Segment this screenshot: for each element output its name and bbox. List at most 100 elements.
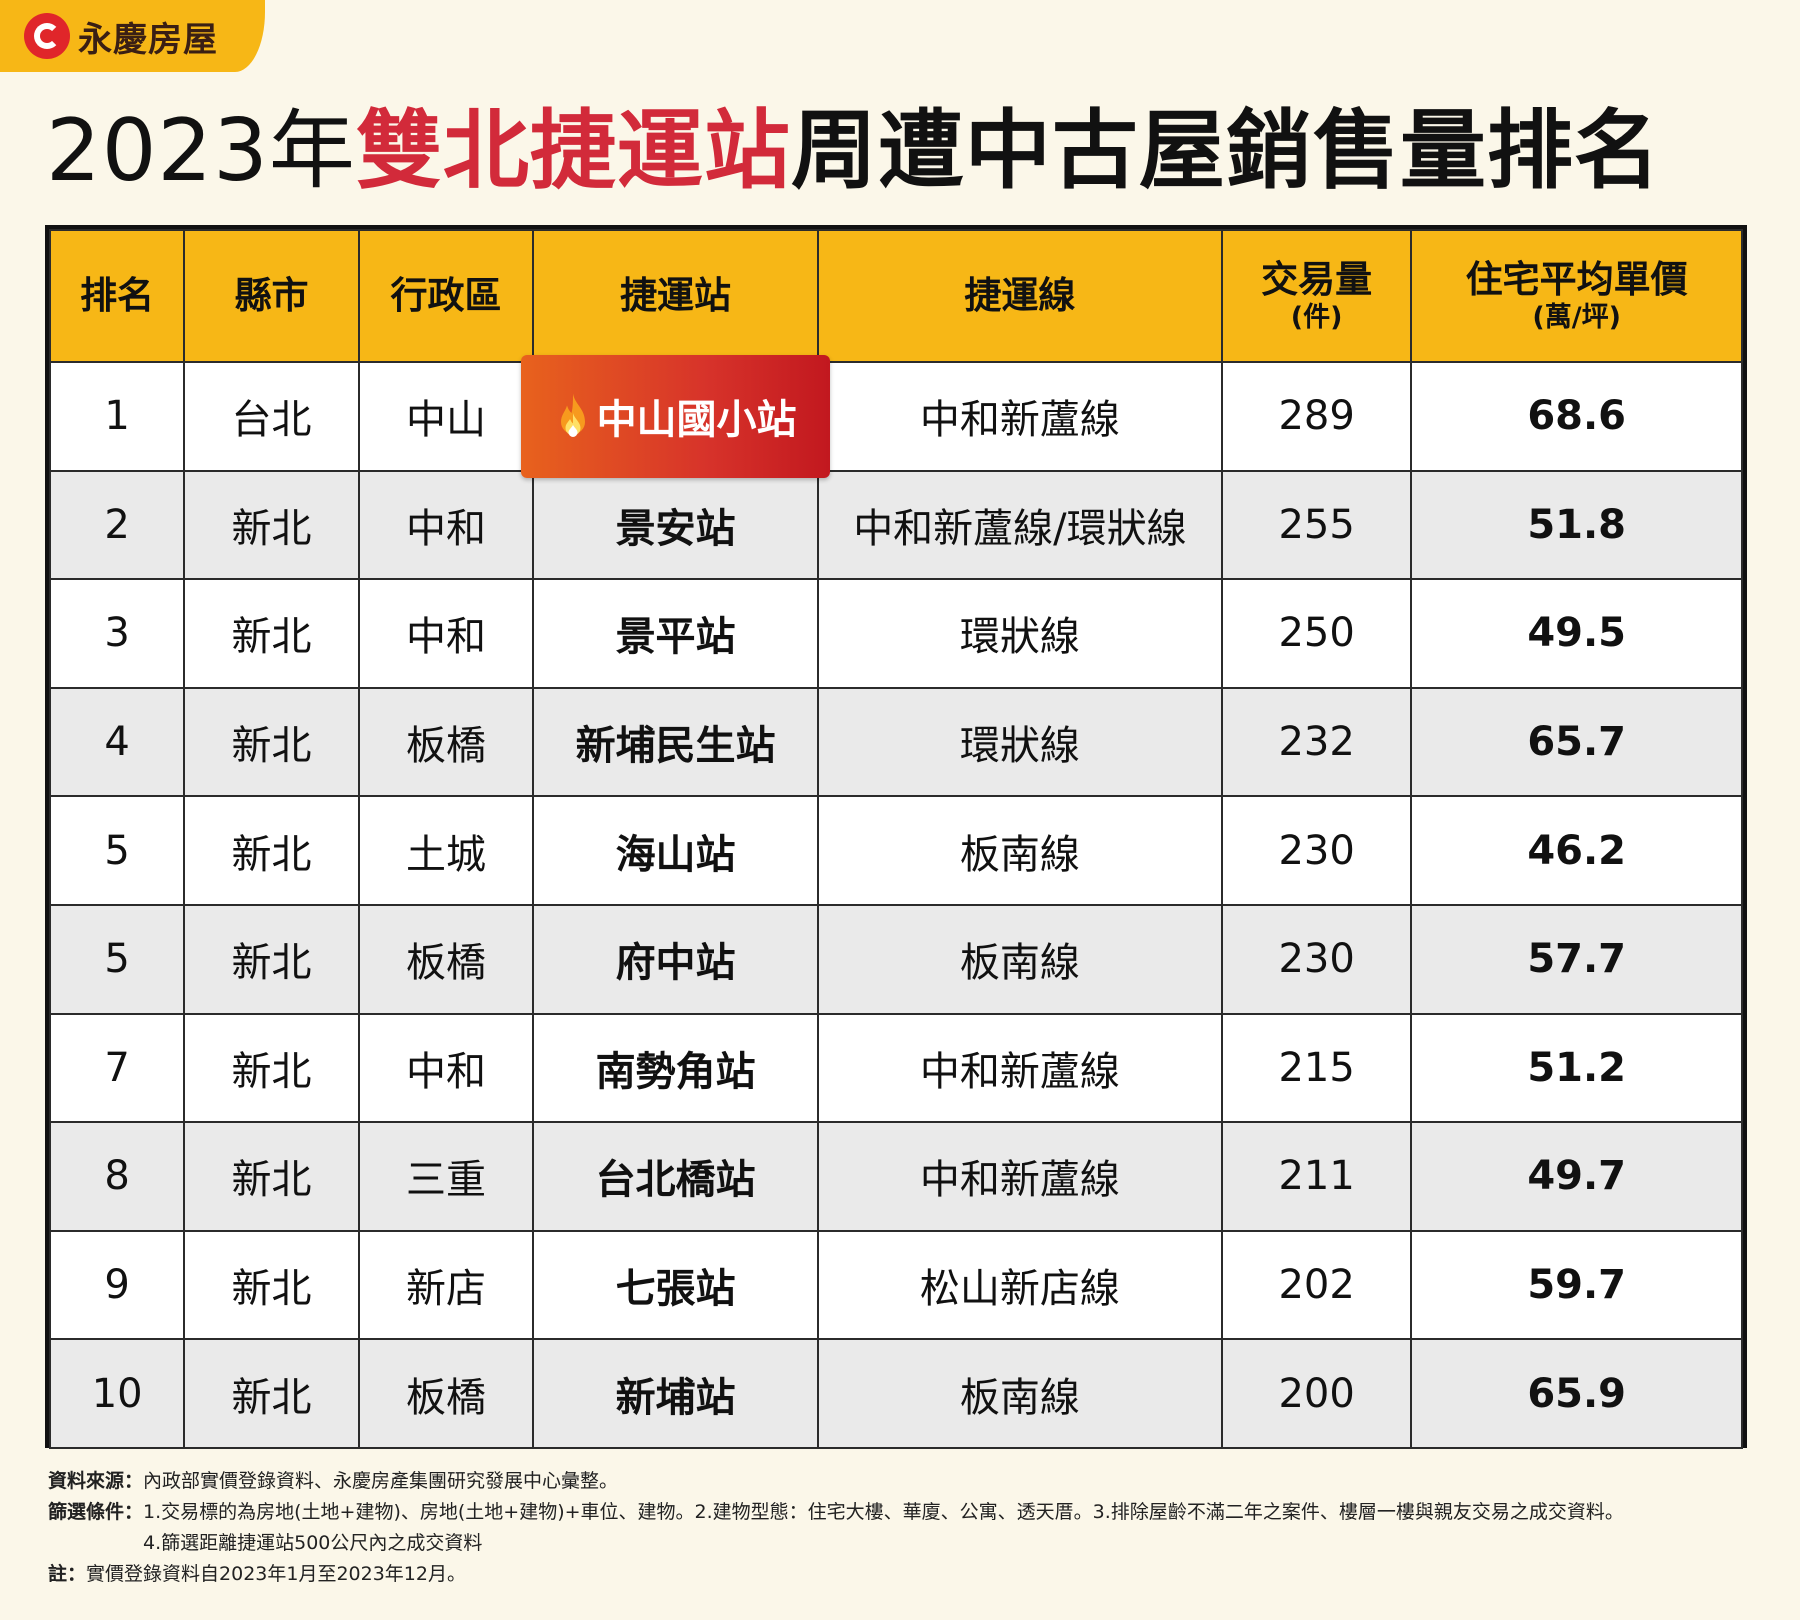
cell-line: 板南線 [816, 903, 1223, 1015]
note-filter-2: 4.篩選距離捷運站500公尺內之成交資料 [48, 1528, 1624, 1559]
cell-line: 板南線 [816, 795, 1223, 906]
cell-rank: 1 [48, 361, 186, 472]
cell-price: 46.2 [1410, 795, 1743, 906]
cell-city: 新北 [183, 686, 360, 798]
cell-line: 環狀線 [816, 578, 1223, 689]
cell-city: 新北 [183, 1012, 360, 1124]
cell-rank: 7 [48, 1012, 186, 1124]
title-highlight: 雙北捷運站 [355, 101, 791, 201]
cell-station: 七張站 [532, 1229, 819, 1341]
note-remark-text: 實價登錄資料自2023年1月至2023年12月。 [86, 1563, 466, 1585]
cell-line: 松山新店線 [816, 1229, 1223, 1341]
note-filter-text-2: 4.篩選距離捷運站500公尺內之成交資料 [143, 1532, 483, 1554]
cell-station: 新埔民生站 [532, 686, 819, 798]
cell-district: 土城 [357, 795, 535, 906]
cell-line: 中和新蘆線 [816, 1012, 1223, 1124]
cell-station: 中山國小站 [521, 355, 830, 478]
header-rank: 排名 [48, 229, 186, 363]
header-volume: 交易量 (件) [1220, 229, 1413, 363]
cell-volume: 232 [1220, 686, 1413, 798]
cell-district: 三重 [357, 1121, 535, 1232]
header-city: 縣市 [183, 229, 360, 363]
page-title: 2023年雙北捷運站周遭中古屋銷售量排名 [46, 96, 1661, 206]
brand-name: 永慶房屋 [78, 19, 218, 60]
cell-district: 新店 [357, 1229, 535, 1341]
cell-rank: 8 [48, 1121, 186, 1232]
table-row: 3 新北 中和 景平站 環狀線 250 49.5 [48, 578, 1743, 689]
brand-logo: 永慶房屋 [0, 0, 265, 72]
cell-price: 49.5 [1410, 578, 1743, 689]
cell-district: 板橋 [357, 903, 535, 1015]
cell-price: 59.7 [1410, 1229, 1743, 1341]
table-row: 5 新北 土城 海山站 板南線 230 46.2 [48, 795, 1743, 906]
flame-icon [560, 393, 585, 438]
cell-line: 板南線 [816, 1338, 1223, 1449]
cell-rank: 4 [48, 686, 186, 798]
cell-district: 板橋 [357, 686, 535, 798]
cell-station: 景平站 [532, 578, 819, 689]
table-row: 8 新北 三重 台北橋站 中和新蘆線 211 49.7 [48, 1121, 1743, 1232]
note-filter-text-1: 1.交易標的為房地(土地+建物)、房地(土地+建物)+車位、建物。2.建物型態：… [143, 1501, 1624, 1523]
cell-city: 新北 [183, 1229, 360, 1341]
cell-line: 中和新蘆線 [816, 361, 1223, 472]
cell-station: 海山站 [532, 795, 819, 906]
cell-rank: 10 [48, 1338, 186, 1449]
table-row: 10 新北 板橋 新埔站 板南線 200 65.9 [48, 1338, 1743, 1449]
header-volume-unit: (件) [1290, 301, 1343, 333]
cell-station: 景安站 [532, 469, 819, 581]
header-price-label: 住宅平均單價 [1465, 258, 1688, 302]
title-year: 2023年 [46, 101, 356, 201]
station-name: 中山國小站 [596, 397, 797, 444]
note-source: 資料來源： 內政部實價登錄資料、永慶房產集團研究發展中心彙整。 [48, 1466, 1624, 1497]
cell-line: 環狀線 [816, 686, 1223, 798]
cell-volume: 230 [1220, 903, 1413, 1015]
table-row: 4 新北 板橋 新埔民生站 環狀線 232 65.7 [48, 686, 1743, 798]
footnotes: 資料來源： 內政部實價登錄資料、永慶房產集團研究發展中心彙整。 篩選條件： 1.交易… [48, 1466, 1624, 1590]
cell-district: 板橋 [357, 1338, 535, 1449]
cell-volume: 200 [1220, 1338, 1413, 1449]
cell-rank: 5 [48, 903, 186, 1015]
cell-price: 68.6 [1410, 361, 1743, 472]
cell-city: 台北 [183, 361, 360, 472]
cell-station: 台北橋站 [532, 1121, 819, 1232]
cell-rank: 9 [48, 1229, 186, 1341]
table-row: 5 新北 板橋 府中站 板南線 230 57.7 [48, 903, 1743, 1015]
note-filter-label: 篩選條件： [48, 1501, 144, 1523]
cell-city: 新北 [183, 1338, 360, 1449]
cell-city: 新北 [183, 1121, 360, 1232]
cell-price: 65.7 [1410, 686, 1743, 798]
header-price-unit: (萬/坪) [1532, 301, 1621, 333]
cell-city: 新北 [183, 578, 360, 689]
cell-district: 中山 [357, 361, 535, 472]
cell-volume: 255 [1220, 469, 1413, 581]
cell-rank: 2 [48, 469, 186, 581]
cell-district: 中和 [357, 1012, 535, 1124]
header-line: 捷運線 [816, 229, 1223, 363]
cell-price: 57.7 [1410, 903, 1743, 1015]
cell-rank: 5 [48, 795, 186, 906]
cell-volume: 202 [1220, 1229, 1413, 1341]
cell-city: 新北 [183, 795, 360, 906]
note-filter: 篩選條件： 1.交易標的為房地(土地+建物)、房地(土地+建物)+車位、建物。2.… [48, 1497, 1624, 1528]
note-source-text: 內政部實價登錄資料、永慶房產集團研究發展中心彙整。 [143, 1470, 619, 1492]
header-price: 住宅平均單價 (萬/坪) [1410, 229, 1743, 363]
brand-logo-icon [24, 13, 70, 59]
cell-rank: 3 [48, 578, 186, 689]
cell-price: 65.9 [1410, 1338, 1743, 1449]
cell-volume: 230 [1220, 795, 1413, 906]
header-district: 行政區 [357, 229, 535, 363]
cell-line: 中和新蘆線 [816, 1121, 1223, 1232]
cell-volume: 215 [1220, 1012, 1413, 1124]
table-row: 7 新北 中和 南勢角站 中和新蘆線 215 51.2 [48, 1012, 1743, 1124]
cell-station: 南勢角站 [532, 1012, 819, 1124]
cell-price: 51.2 [1410, 1012, 1743, 1124]
cell-line: 中和新蘆線/環狀線 [816, 469, 1223, 581]
cell-price: 49.7 [1410, 1121, 1743, 1232]
cell-city: 新北 [183, 903, 360, 1015]
note-remark: 註： 實價登錄資料自2023年1月至2023年12月。 [48, 1559, 1624, 1590]
table-row: 9 新北 新店 七張站 松山新店線 202 59.7 [48, 1229, 1743, 1341]
ranking-table: 排名 縣市 行政區 捷運站 捷運線 交易量 (件) 住宅平均單價 (萬/坪) 1 台… [45, 225, 1747, 1449]
table-row: 2 新北 中和 景安站 中和新蘆線/環狀線 255 51.8 [48, 469, 1743, 581]
note-remark-label: 註： [48, 1563, 87, 1585]
title-rest: 周遭中古屋銷售量排名 [790, 101, 1661, 201]
